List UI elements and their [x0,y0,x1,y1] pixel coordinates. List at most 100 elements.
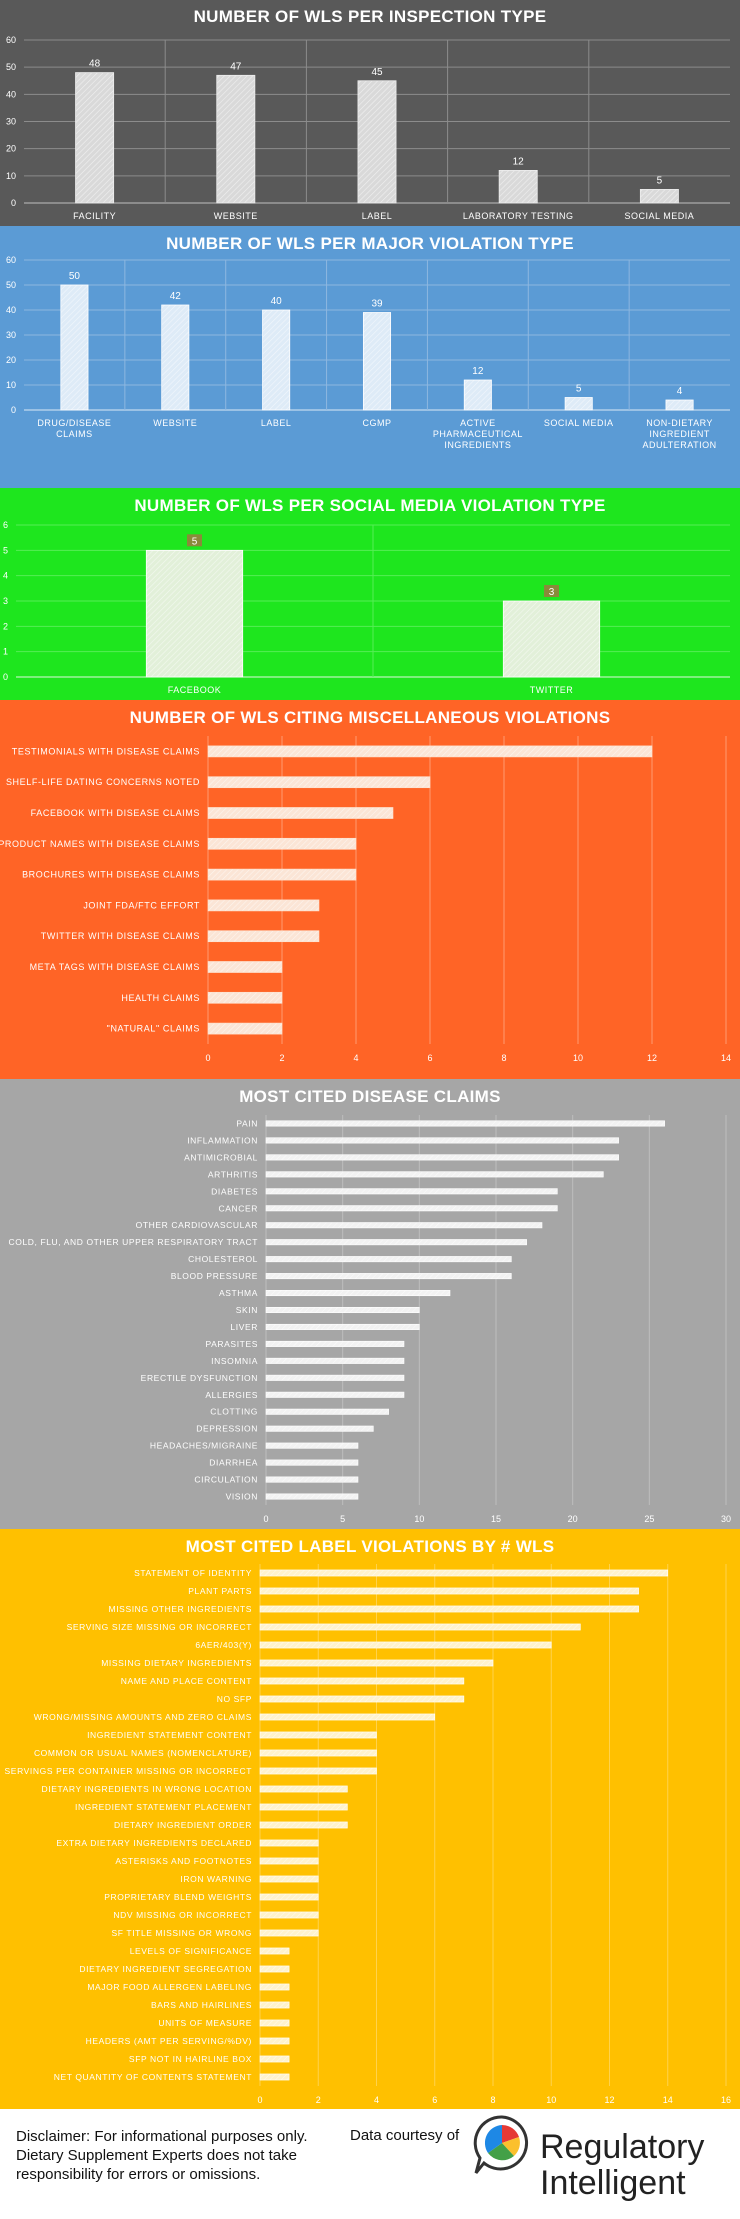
data-label: 50 [69,271,81,282]
x-tick-label: CGMP [363,418,392,428]
bar [145,549,244,678]
x-tick-label: 12 [604,2095,614,2105]
bar [265,1222,543,1229]
bar [75,72,115,204]
y-tick-label: 10 [6,380,16,390]
y-tick-label: UNITS OF MEASURE [158,2018,252,2028]
x-tick-label: SOCIAL MEDIA [625,211,695,221]
y-tick-label: LIVER [230,1322,258,1332]
bar [265,1340,405,1347]
chart-panel-misc-violations: NUMBER OF WLS CITING MISCELLANEOUS VIOLA… [0,700,740,1079]
bar [639,189,679,204]
bar [207,868,357,881]
x-tick-label: WEBSITE [153,418,197,428]
bar [259,1605,639,1613]
y-tick-label: MISSING OTHER INGREDIENTS [109,1604,252,1614]
bar [259,2019,290,2027]
bar [259,1641,552,1649]
y-tick-label: SERVINGS PER CONTAINER MISSING OR INCORR… [5,1766,252,1776]
brand-name: Regulatory Intelligent [540,2129,704,2201]
bar [265,1290,451,1297]
chart-title: NUMBER OF WLS PER MAJOR VIOLATION TYPE [166,234,574,253]
y-tick-label: ERECTILE DYSFUNCTION [141,1373,258,1383]
y-tick-label: 60 [6,35,16,45]
y-tick-label: DEPRESSION [196,1424,258,1434]
bar [259,1767,377,1775]
bar [207,930,320,943]
y-tick-label: 0 [3,672,8,682]
data-label: 39 [371,299,383,310]
y-tick-label: 5 [3,545,8,555]
x-tick-label: NON-DIETARY INGREDIENT ADULTERATION [642,418,716,450]
y-tick-label: ALLERGIES [205,1390,258,1400]
bar [362,312,392,411]
y-tick-label: DIABETES [211,1186,258,1196]
y-tick-label: SFP NOT IN HAIRLINE BOX [129,2054,252,2064]
bar [259,1695,465,1703]
y-tick-label: DIETARY INGREDIENT SEGREGATION [79,1964,252,1974]
x-tick-label: LABORATORY TESTING [463,211,574,221]
y-tick-label: BROCHURES WITH DISEASE CLAIMS [22,870,200,880]
x-tick-label: 16 [721,2095,731,2105]
bar [265,1357,405,1364]
chart-panel-major-violation: NUMBER OF WLS PER MAJOR VIOLATION TYPE 0… [0,226,740,488]
data-label: 42 [170,291,182,302]
y-tick-label: SHELF-LIFE DATING CONCERNS NOTED [6,777,200,787]
speech-bubble-pie-chart-icon [473,2115,529,2174]
x-tick-label: 6 [432,2095,437,2105]
y-tick-label: VISION [226,1492,258,1502]
bar [265,1256,512,1263]
bar [265,1120,665,1127]
chart-social-media: 0 1 2 3 4 5 6 5 FACEBOOK 3 TWITTER [3,520,730,695]
x-tick-label: 25 [644,1514,654,1524]
x-tick-label: 10 [546,2095,556,2105]
y-tick-label: 0 [11,405,16,415]
bar [259,1785,348,1793]
bar [265,1171,604,1178]
y-tick-label: PROPRIETARY BLEND WEIGHTS [104,1892,252,1902]
bar [265,1459,359,1466]
bar [265,1273,512,1280]
y-tick-label: HEALTH CLAIMS [121,993,200,1003]
bar [207,1022,283,1035]
chart-major-violation: 0 10 20 30 40 50 60 50 DRUG/DISEASE CLAIMS 42 WEBSI… [6,255,730,450]
x-tick-label: 0 [263,1514,268,1524]
chart-title: MOST CITED DISEASE CLAIMS [239,1087,501,1106]
chart-title: MOST CITED LABEL VIOLATIONS BY # WLS [185,1537,555,1556]
y-tick-label: SKIN [236,1305,258,1315]
bar [259,1839,319,1847]
bar [357,80,397,204]
x-tick-label: 14 [721,1053,731,1063]
y-tick-label: 30 [6,330,16,340]
chart-disease-claims: 0 5 10 15 20 25 30 PAIN INFLAMMATION ANTIMICROBIA… [9,1115,731,1524]
bar [265,1442,359,1449]
data-label: 3 [549,587,555,598]
bar [265,1374,405,1381]
x-tick-label: ACTIVE PHARMACEUTICAL INGREDIENTS [433,418,523,450]
x-tick-label: 6 [427,1053,432,1063]
y-tick-label: MISSING DIETARY INGREDIENTS [101,1658,252,1668]
data-label: 45 [371,67,383,78]
y-tick-label: CANCER [219,1203,259,1213]
y-tick-label: OTHER CARDIOVASCULAR [136,1220,258,1230]
data-label: 12 [472,366,484,377]
bar [259,1623,581,1631]
y-tick-label: HEADERS (AMT PER SERVING/%DV) [86,2036,252,2046]
y-tick-label: INSOMNIA [211,1356,258,1366]
y-tick-label: NAME AND PLACE CONTENT [121,1676,252,1686]
bar [502,600,601,678]
bar [265,1154,619,1161]
data-label-box [544,585,559,597]
bar [265,1425,374,1432]
y-tick-label: NET QUANTITY OF CONTENTS STATEMENT [54,2072,252,2082]
bar [207,807,394,819]
bar [259,2037,290,2045]
bar [259,1713,436,1721]
y-tick-label: BARS AND HAIRLINES [151,2000,252,2010]
bar [216,74,256,204]
bar [265,1188,558,1195]
bar [259,1803,348,1811]
bar [259,1857,319,1865]
y-tick-label: LEVELS OF SIGNIFICANCE [130,1946,252,1956]
y-tick-label: INFLAMMATION [187,1135,258,1145]
